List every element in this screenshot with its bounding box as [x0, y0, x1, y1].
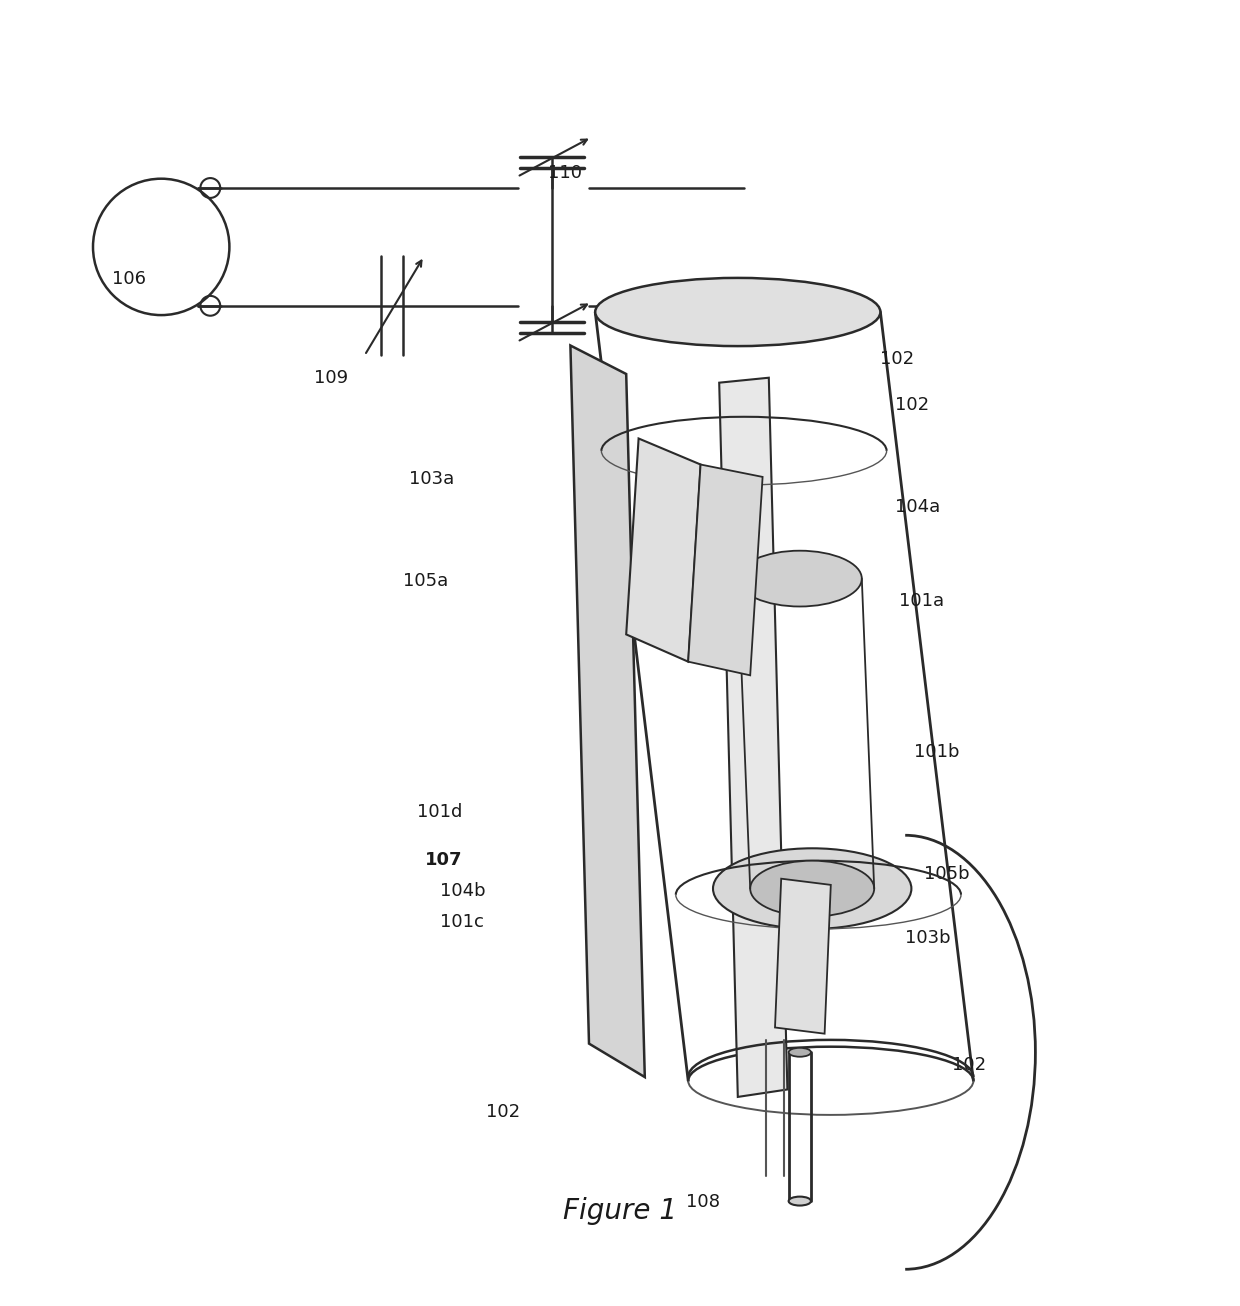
Polygon shape — [775, 879, 831, 1033]
Text: 103b: 103b — [905, 929, 951, 947]
Text: Figure 1: Figure 1 — [563, 1198, 677, 1225]
Ellipse shape — [595, 278, 880, 346]
Text: 109: 109 — [314, 368, 348, 387]
Text: 103a: 103a — [409, 470, 454, 488]
Polygon shape — [688, 465, 763, 675]
Text: 102: 102 — [880, 350, 915, 368]
Polygon shape — [626, 439, 701, 662]
Ellipse shape — [738, 551, 862, 606]
Polygon shape — [719, 377, 787, 1097]
Text: 105a: 105a — [403, 572, 448, 590]
Text: 102: 102 — [952, 1055, 987, 1074]
Text: 101a: 101a — [899, 592, 944, 610]
Text: 102: 102 — [895, 396, 930, 414]
Text: 106: 106 — [112, 269, 145, 287]
Ellipse shape — [789, 1047, 811, 1057]
Ellipse shape — [750, 861, 874, 917]
Text: 107: 107 — [425, 852, 463, 868]
Text: 108: 108 — [686, 1194, 719, 1212]
Ellipse shape — [789, 1196, 811, 1205]
Text: 102: 102 — [486, 1102, 521, 1121]
Text: 105b: 105b — [924, 865, 970, 883]
Polygon shape — [570, 346, 645, 1077]
Text: 104a: 104a — [895, 498, 940, 516]
Ellipse shape — [713, 849, 911, 929]
Text: 101b: 101b — [914, 743, 960, 761]
Text: 110: 110 — [548, 165, 582, 182]
Text: 101d: 101d — [417, 803, 463, 820]
Text: 101c: 101c — [440, 913, 484, 931]
Text: 104b: 104b — [440, 882, 486, 900]
